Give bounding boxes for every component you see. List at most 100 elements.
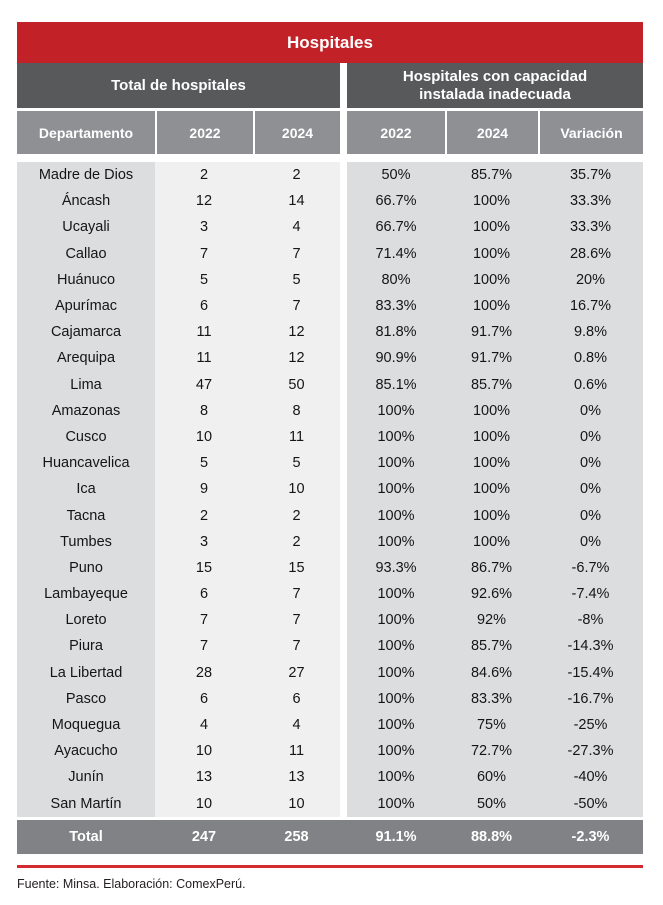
cell-2022-total: 15 [155, 554, 253, 581]
column-group-divider [340, 319, 347, 346]
cell-2024-total: 5 [253, 450, 340, 477]
cell-departamento: Madre de Dios [17, 162, 155, 189]
cell-2024-inadequate: 50% [445, 790, 538, 817]
cell-departamento: Puno [17, 554, 155, 581]
cell-2024-total: 11 [253, 423, 340, 451]
cell-2022-inadequate: 100% [347, 423, 445, 451]
cell-variacion: -16.7% [538, 685, 643, 712]
cell-variacion: -25% [538, 711, 643, 739]
cell-2022-inadequate: 100% [347, 790, 445, 817]
column-group-divider [340, 63, 347, 108]
column-group-divider [340, 240, 347, 267]
table-row: Áncash 12 14 66.7% 100% 33.3% [17, 188, 643, 215]
column-group-divider [340, 397, 347, 424]
column-group-divider [340, 450, 347, 477]
column-group-divider [340, 111, 347, 154]
cell-2024-total: 7 [253, 633, 340, 660]
cell-2022-inadequate: 100% [347, 450, 445, 477]
cell-departamento: Lambayeque [17, 581, 155, 608]
cell-2022-total: 6 [155, 581, 253, 608]
column-header-2022-inadequate: 2022 [347, 111, 445, 154]
cell-2024-inadequate: 91.7% [445, 319, 538, 346]
cell-variacion: 0.8% [538, 345, 643, 372]
cell-2022-total: 47 [155, 371, 253, 398]
cell-variacion: -27.3% [538, 738, 643, 765]
cell-2024-total: 2 [253, 502, 340, 529]
column-group-divider [340, 633, 347, 660]
table-row: Puno 15 15 93.3% 86.7% -6.7% [17, 554, 643, 581]
cell-2024-total: 7 [253, 607, 340, 634]
table-row: Lambayeque 6 7 100% 92.6% -7.4% [17, 581, 643, 608]
table-row: San Martín 10 10 100% 50% -50% [17, 790, 643, 817]
total-label: Total [69, 828, 103, 845]
cell-variacion: -6.7% [538, 554, 643, 581]
cell-2024-inadequate: 85.7% [445, 371, 538, 398]
table-row: Cusco 10 11 100% 100% 0% [17, 423, 643, 451]
cell-variacion: -14.3% [538, 633, 643, 660]
cell-2022-inadequate: 71.4% [347, 240, 445, 267]
table-row: Ucayali 3 4 66.7% 100% 33.3% [17, 214, 643, 241]
cell-2024-total: 7 [253, 581, 340, 608]
cell-2024-total: 2 [253, 162, 340, 189]
cell-2022-total: 12 [155, 188, 253, 215]
table-row: Lima 47 50 85.1% 85.7% 0.6% [17, 371, 643, 398]
table-row: Madre de Dios 2 2 50% 85.7% 35.7% [17, 162, 643, 189]
cell-2024-total: 27 [253, 659, 340, 686]
column-group-divider [340, 790, 347, 817]
cell-2022-inadequate: 66.7% [347, 214, 445, 241]
cell-2024-inadequate: 85.7% [445, 162, 538, 189]
cell-2024-inadequate: 60% [445, 764, 538, 791]
cell-departamento: Amazonas [17, 397, 155, 424]
cell-2024-inadequate: 100% [445, 292, 538, 320]
cell-2024-inadequate: 100% [445, 528, 538, 555]
cell-2024-total: 4 [253, 711, 340, 739]
cell-2022-total: 6 [155, 292, 253, 320]
cell-2024-inadequate: 100% [445, 397, 538, 424]
cell-2022-total: 13 [155, 764, 253, 791]
column-group-divider [340, 423, 347, 451]
cell-departamento: Arequipa [17, 345, 155, 372]
cell-2024-inadequate: 85.7% [445, 633, 538, 660]
total-2024-inadequate: 88.8% [470, 828, 513, 845]
cell-2024-total: 10 [253, 476, 340, 503]
cell-departamento: Moquegua [17, 711, 155, 739]
cell-2024-total: 10 [253, 790, 340, 817]
cell-2022-total: 10 [155, 423, 253, 451]
cell-2022-total: 11 [155, 319, 253, 346]
cell-departamento: La Libertad [17, 659, 155, 686]
cell-2022-total: 9 [155, 476, 253, 503]
table-row: Arequipa 11 12 90.9% 91.7% 0.8% [17, 345, 643, 372]
cell-2022-inadequate: 83.3% [347, 292, 445, 320]
cell-variacion: -8% [538, 607, 643, 634]
column-group-divider [340, 685, 347, 712]
cell-2024-inadequate: 72.7% [445, 738, 538, 765]
cell-2024-inadequate: 100% [445, 214, 538, 241]
column-group-divider [340, 292, 347, 320]
column-group-divider [340, 607, 347, 634]
cell-variacion: -40% [538, 764, 643, 791]
table-row: Loreto 7 7 100% 92% -8% [17, 607, 643, 634]
column-group-divider [340, 266, 347, 293]
cell-variacion: -50% [538, 790, 643, 817]
cell-2022-inadequate: 100% [347, 502, 445, 529]
cell-2024-total: 11 [253, 738, 340, 765]
cell-variacion: 9.8% [538, 319, 643, 346]
cell-2024-total: 14 [253, 188, 340, 215]
table-row: Tumbes 3 2 100% 100% 0% [17, 528, 643, 555]
cell-2024-total: 4 [253, 214, 340, 241]
cell-2022-total: 5 [155, 450, 253, 477]
cell-variacion: 35.7% [538, 162, 643, 189]
cell-2024-total: 12 [253, 345, 340, 372]
cell-2022-inadequate: 80% [347, 266, 445, 293]
cell-2022-inadequate: 50% [347, 162, 445, 189]
table-row: Pasco 6 6 100% 83.3% -16.7% [17, 685, 643, 712]
cell-2022-inadequate: 93.3% [347, 554, 445, 581]
cell-2022-inadequate: 100% [347, 764, 445, 791]
table-row: Ayacucho 10 11 100% 72.7% -27.3% [17, 738, 643, 765]
column-header-2024-inadequate: 2024 [445, 111, 538, 154]
cell-departamento: Cajamarca [17, 319, 155, 346]
cell-departamento: Piura [17, 633, 155, 660]
table-row: La Libertad 28 27 100% 84.6% -15.4% [17, 659, 643, 686]
cell-2024-total: 15 [253, 554, 340, 581]
